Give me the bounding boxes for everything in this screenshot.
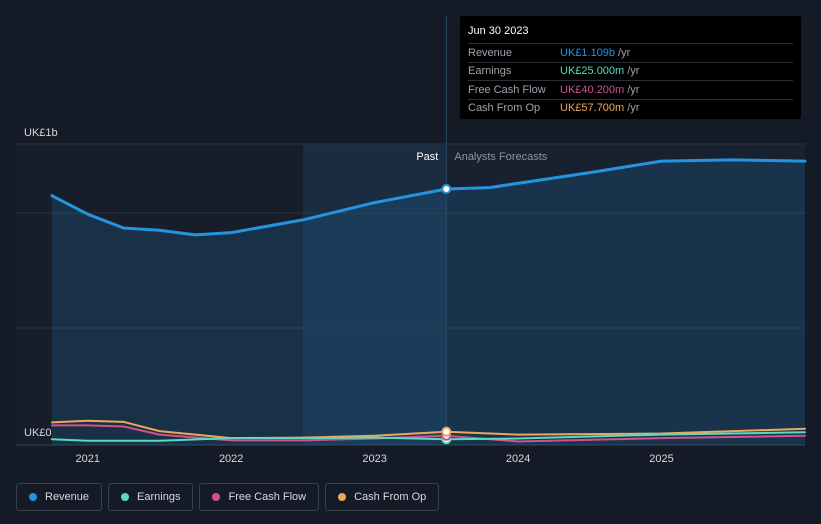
tooltip-unit: /yr: [627, 65, 640, 78]
tooltip-label: Free Cash Flow: [468, 83, 546, 96]
legend-label: Free Cash Flow: [228, 491, 307, 503]
marker-cash-from-op: [441, 426, 452, 437]
legend-item-free-cash-flow[interactable]: Free Cash Flow: [199, 483, 320, 511]
tooltip-label: Earnings: [468, 65, 512, 78]
marker-revenue: [441, 184, 452, 194]
gridlines: [16, 143, 805, 446]
tooltip-row-revenue: Revenue UK£1.109b /yr: [468, 43, 793, 62]
tooltip-unit: /yr: [627, 83, 640, 96]
series-lines: [50, 158, 807, 443]
legend-dot-icon: [121, 493, 130, 501]
tooltip-label: Cash From Op: [468, 102, 541, 115]
y-axis-bottom-label: UK£0: [24, 427, 52, 439]
legend-item-revenue[interactable]: Revenue: [16, 483, 103, 511]
tooltip-unit: /yr: [627, 102, 640, 115]
tooltip-row-free-cash-flow: Free Cash Flow UK£40.200m /yr: [468, 80, 793, 99]
y-axis-top-label: UK£1b: [24, 127, 58, 139]
legend-label: Earnings: [137, 491, 181, 503]
legend-dot-icon: [29, 493, 37, 501]
legend-dot-icon: [338, 493, 347, 501]
analysts-forecasts-label: Analysts Forecasts: [454, 151, 547, 163]
x-tick-label: 2022: [219, 453, 243, 465]
tooltip-value: UK£25.000m: [560, 65, 625, 78]
legend-label: Cash From Op: [354, 491, 427, 503]
legend-item-earnings[interactable]: Earnings: [108, 483, 194, 511]
legend-item-cash-from-op[interactable]: Cash From Op: [325, 483, 440, 511]
hover-markers: [441, 184, 452, 445]
tooltip-row-cash-from-op: Cash From Op UK£57.700m /yr: [468, 98, 793, 118]
series-line-earnings: [50, 431, 806, 442]
x-tick-label: 2023: [362, 453, 386, 465]
tooltip-value: UK£1.109b: [560, 46, 616, 59]
x-axis-ticks: 2021 2022 2023 2024 2025: [75, 453, 673, 465]
legend-label: Revenue: [45, 491, 90, 503]
tooltip-value: UK£57.700m: [560, 102, 625, 115]
tooltip: Jun 30 2023 Revenue UK£1.109b /yr Earnin…: [460, 16, 801, 119]
x-tick-label: 2024: [506, 453, 530, 465]
x-tick-label: 2025: [649, 453, 673, 465]
x-tick-label: 2021: [75, 453, 99, 465]
series-line-revenue: [50, 158, 807, 237]
tooltip-label: Revenue: [468, 46, 513, 59]
revenue-earnings-chart: UK£1b UK£0 Past Analysts Forecasts 2021 2…: [16, 16, 807, 465]
legend: Revenue Earnings Free Cash Flow Cash Fro…: [16, 483, 440, 511]
tooltip-date: Jun 30 2023: [468, 25, 529, 37]
tooltip-value: UK£40.200m: [560, 83, 625, 96]
tooltip-unit: /yr: [618, 46, 631, 59]
past-label: Past: [416, 151, 438, 163]
legend-dot-icon: [212, 493, 221, 501]
tooltip-row-earnings: Earnings UK£25.000m /yr: [468, 61, 793, 81]
series-line-free-cash-flow: [50, 424, 806, 443]
forecast-region-background: [446, 144, 805, 445]
